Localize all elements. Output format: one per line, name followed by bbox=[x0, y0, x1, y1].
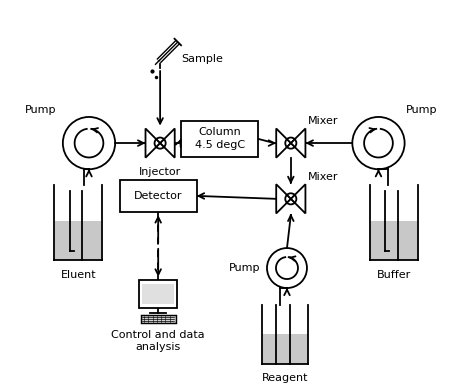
Text: Injector: Injector bbox=[139, 167, 181, 177]
Polygon shape bbox=[146, 128, 160, 158]
Polygon shape bbox=[276, 128, 291, 158]
Text: Detector: Detector bbox=[134, 191, 182, 201]
Bar bbox=[139, 280, 177, 308]
Polygon shape bbox=[291, 128, 305, 158]
Text: Reagent: Reagent bbox=[262, 372, 308, 383]
Text: Mixer: Mixer bbox=[308, 172, 338, 181]
Text: Pump: Pump bbox=[406, 105, 438, 115]
Text: 4.5 degC: 4.5 degC bbox=[195, 140, 245, 150]
Text: Pump: Pump bbox=[25, 105, 56, 115]
Text: Control and data: Control and data bbox=[111, 330, 205, 340]
Bar bbox=[120, 180, 197, 212]
Text: Mixer: Mixer bbox=[308, 116, 338, 126]
Text: Buffer: Buffer bbox=[377, 270, 411, 280]
Text: Column: Column bbox=[198, 128, 241, 137]
Polygon shape bbox=[291, 184, 305, 213]
Bar bbox=[140, 315, 176, 323]
Polygon shape bbox=[55, 222, 102, 261]
Text: Sample: Sample bbox=[181, 53, 223, 64]
Text: analysis: analysis bbox=[136, 342, 181, 352]
Bar bbox=[181, 121, 258, 156]
Text: Pump: Pump bbox=[228, 263, 260, 273]
Polygon shape bbox=[262, 334, 308, 364]
Text: Eluent: Eluent bbox=[61, 270, 96, 280]
Polygon shape bbox=[276, 184, 291, 213]
Polygon shape bbox=[160, 128, 175, 158]
Polygon shape bbox=[370, 222, 418, 261]
Bar bbox=[142, 284, 174, 304]
